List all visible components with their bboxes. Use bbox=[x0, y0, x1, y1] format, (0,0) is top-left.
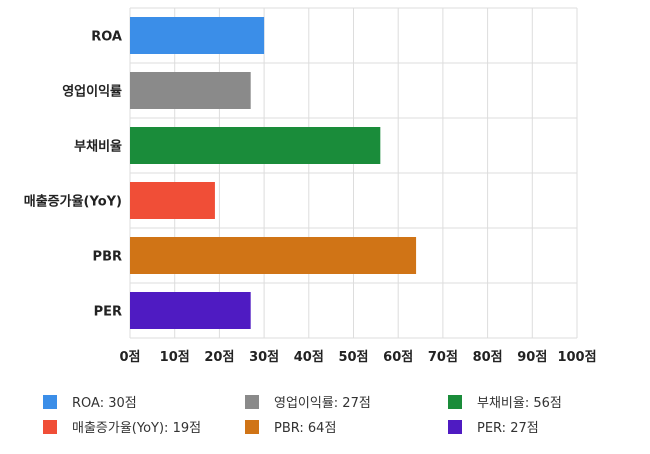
category-label: 영업이익률 bbox=[62, 84, 122, 100]
x-tick-label: 30점 bbox=[249, 350, 279, 365]
x-tick-label: 40점 bbox=[294, 350, 324, 365]
x-tick-label: 100점 bbox=[557, 350, 596, 365]
bars bbox=[130, 17, 417, 329]
category-label: 매출증가율(YoY) bbox=[24, 194, 122, 210]
x-tick-label: 70점 bbox=[428, 350, 458, 365]
category-label: 부채비율 bbox=[74, 139, 122, 155]
x-tick-label: 50점 bbox=[338, 350, 368, 365]
bar-1 bbox=[130, 17, 265, 54]
legend-swatch bbox=[448, 420, 462, 434]
legend-swatch bbox=[43, 420, 57, 434]
category-label: ROA bbox=[91, 30, 122, 45]
category-label: PBR bbox=[93, 250, 122, 265]
category-label: PER bbox=[94, 305, 122, 320]
bar-6 bbox=[130, 292, 251, 329]
x-tick-label: 80점 bbox=[473, 350, 503, 365]
x-tick-label: 0점 bbox=[119, 350, 140, 365]
legend-entry: ROA: 30점 bbox=[72, 396, 137, 411]
legend-entry: 부채비율: 56점 bbox=[477, 396, 562, 411]
bar-3 bbox=[130, 127, 381, 164]
x-tick-label: 60점 bbox=[383, 350, 413, 365]
x-tick-label: 20점 bbox=[204, 350, 234, 365]
legend-swatch bbox=[43, 395, 57, 409]
legend-entry: PBR: 64점 bbox=[274, 421, 336, 436]
bar-4 bbox=[130, 182, 215, 219]
x-tick-label: 90점 bbox=[517, 350, 547, 365]
legend-entry: PER: 27점 bbox=[477, 421, 539, 436]
legend-swatch bbox=[448, 395, 462, 409]
bar-2 bbox=[130, 72, 251, 109]
bar-5 bbox=[130, 237, 417, 274]
grid-lines bbox=[129, 7, 578, 339]
legend-swatch bbox=[245, 395, 259, 409]
legend-entry: 영업이익률: 27점 bbox=[274, 396, 371, 411]
x-tick-label: 10점 bbox=[160, 350, 190, 365]
x-tick-labels: 0점 10점 20점 30점 40점 50점 60점 70점 80점 90점 100점 bbox=[119, 350, 596, 365]
legend-entry: 매출증가율(YoY): 19점 bbox=[72, 421, 201, 436]
legend-swatch bbox=[245, 420, 259, 434]
